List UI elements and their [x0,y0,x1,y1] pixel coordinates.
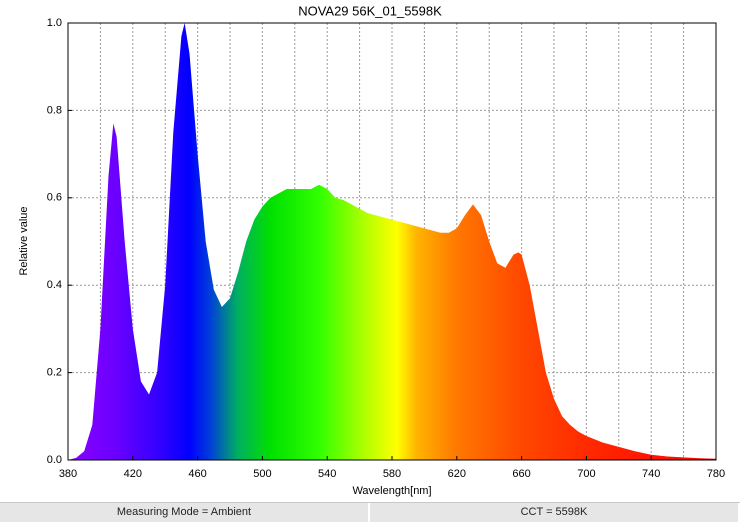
spectrum-area [68,23,716,460]
x-tick-label: 460 [188,468,206,480]
x-tick-label: 540 [318,468,336,480]
y-axis-label: Relative value [18,206,30,275]
x-tick-label: 620 [448,468,466,480]
y-tick-label: 0.4 [47,279,62,291]
chart-title: NOVA29 56K_01_5598K [298,3,442,18]
x-tick-label: 580 [383,468,401,480]
x-tick-label: 380 [59,468,77,480]
y-tick-label: 0.8 [47,104,62,116]
x-tick-label: 660 [512,468,530,480]
status-bar: Measuring Mode = Ambient CCT = 5598K [0,502,740,522]
y-tick-label: 0.0 [47,454,62,466]
x-tick-label: 500 [253,468,271,480]
chart: NOVA29 56K_01_5598K Wavelength[nm] Relat… [18,3,725,497]
measuring-mode: Measuring Mode = Ambient [0,503,370,522]
x-tick-label: 700 [577,468,595,480]
x-tick-label: 740 [642,468,660,480]
y-tick-label: 0.6 [47,192,62,204]
x-tick-label: 420 [124,468,142,480]
x-tick-label: 780 [707,468,725,480]
x-axis-label: Wavelength[nm] [352,485,431,497]
y-tick-label: 1.0 [47,17,62,29]
cct: CCT = 5598K [370,503,740,522]
y-tick-label: 0.2 [47,367,62,379]
